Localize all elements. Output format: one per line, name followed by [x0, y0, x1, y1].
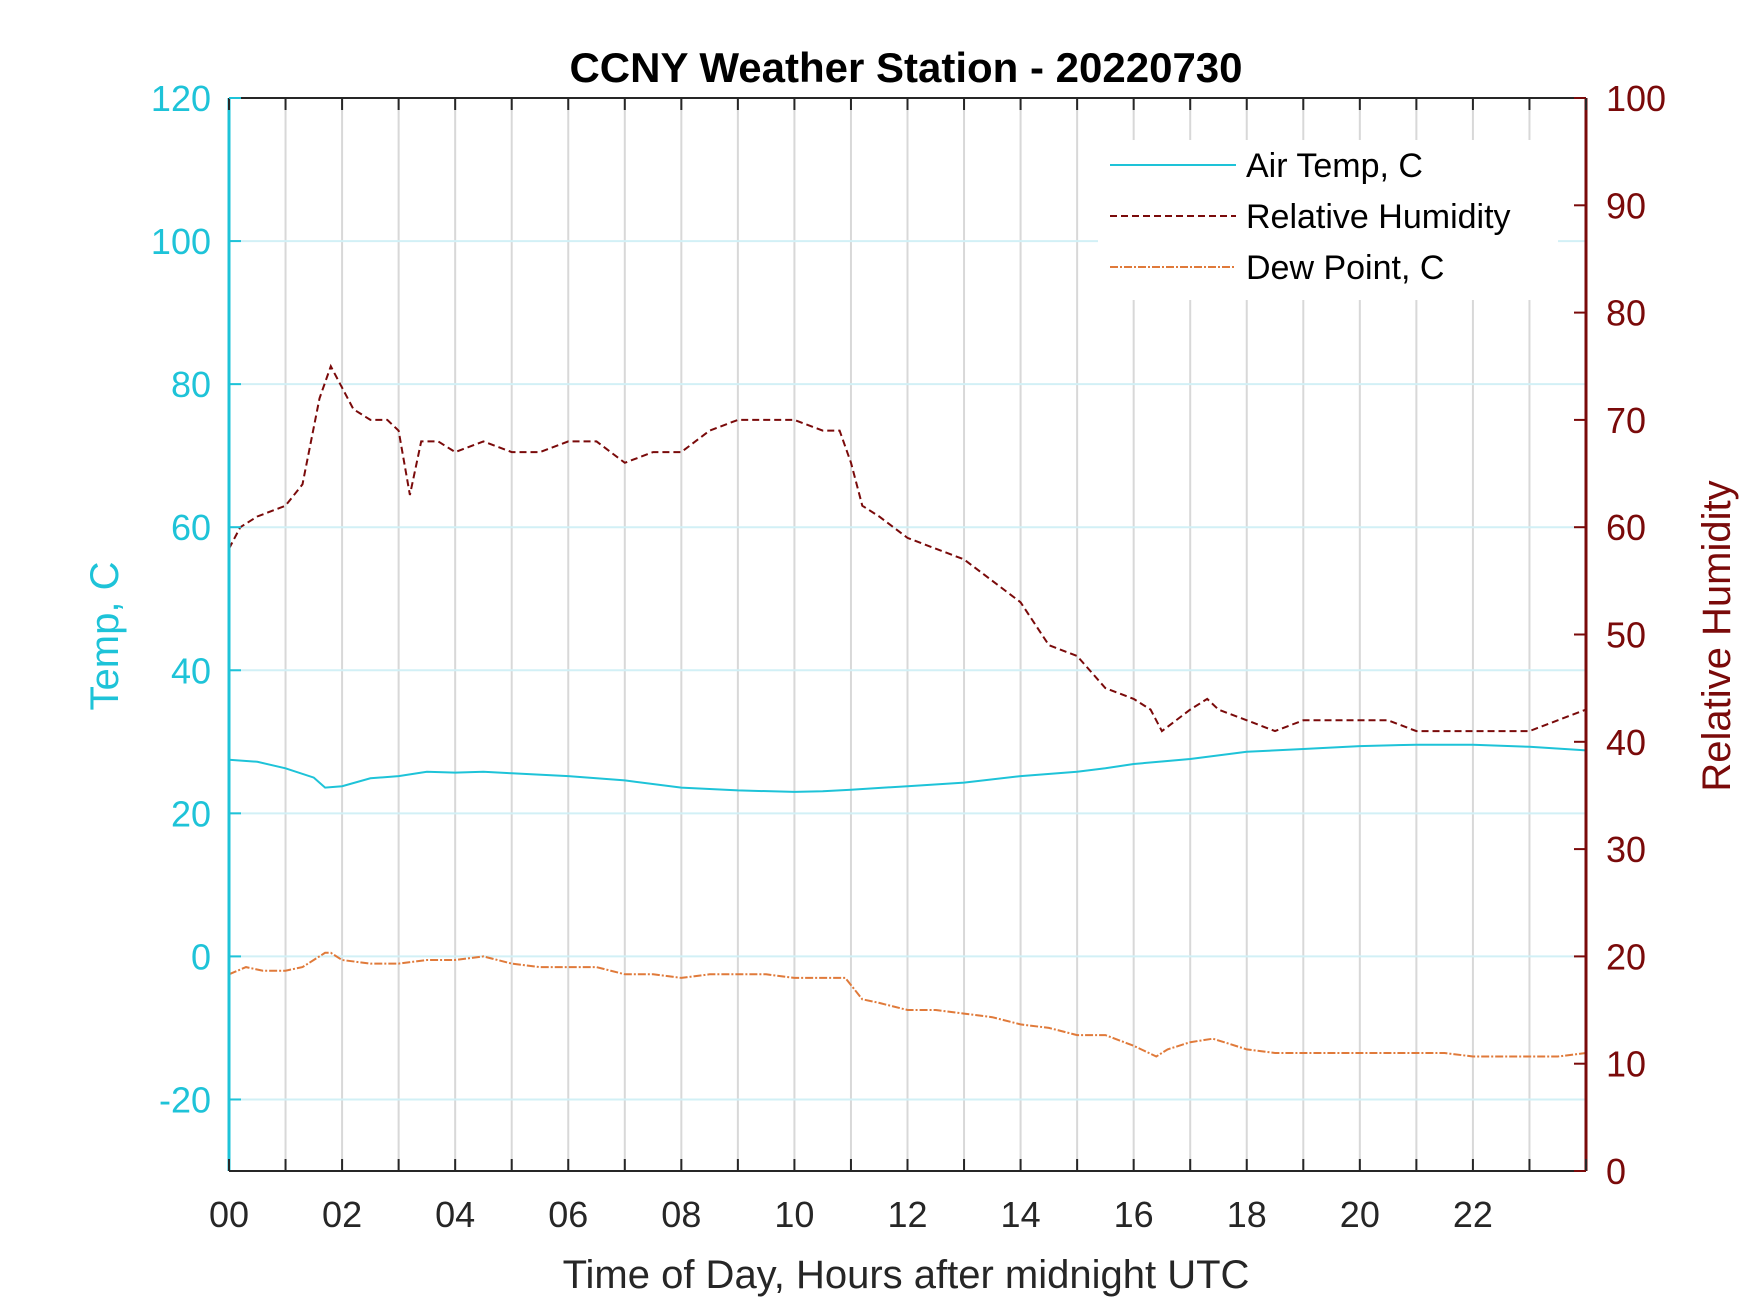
- y-left-tick-label: -20: [159, 1079, 211, 1120]
- y-right-tick-label: 0: [1606, 1151, 1626, 1192]
- y-left-tick-label: 20: [171, 793, 211, 834]
- y-left-tick-label: 0: [191, 936, 211, 977]
- legend-label-2: Relative Humidity: [1246, 198, 1511, 236]
- y-left-axis-label: Temp, C: [83, 562, 127, 711]
- series-line-2: [228, 363, 1587, 733]
- x-tick-label: 04: [435, 1194, 475, 1235]
- series-line-3: [228, 951, 1587, 1058]
- x-tick-label: 18: [1227, 1194, 1267, 1235]
- y-right-tick-label: 70: [1606, 400, 1646, 441]
- y-left-tick-label: 60: [171, 507, 211, 548]
- chart-title: CCNY Weather Station - 20220730: [569, 44, 1242, 91]
- x-tick-label: 02: [322, 1194, 362, 1235]
- x-tick-label: 00: [209, 1194, 249, 1235]
- y-right-tick-label: 40: [1606, 722, 1646, 763]
- x-tick-label: 14: [1001, 1194, 1041, 1235]
- x-axis-label: Time of Day, Hours after midnight UTC: [563, 1253, 1250, 1297]
- y-right-tick-label: 20: [1606, 936, 1646, 977]
- y-right-tick-label: 30: [1606, 829, 1646, 870]
- x-tick-label: 16: [1114, 1194, 1154, 1235]
- y-right-tick-label: 60: [1606, 507, 1646, 548]
- legend: Air Temp, C Relative Humidity Dew Point, C: [1098, 140, 1558, 300]
- legend-label-3: Dew Point, C: [1246, 249, 1444, 287]
- series-lines: [228, 363, 1587, 1058]
- tick-labels: 00 02 04 06 08 10 12 14 16 18 20 22-200204060801001…: [151, 78, 1666, 1235]
- grid-lines: [229, 98, 1586, 1171]
- x-tick-label: 08: [661, 1194, 701, 1235]
- legend-label-1: Air Temp, C: [1246, 147, 1423, 185]
- y-right-tick-label: 100: [1606, 78, 1666, 119]
- x-tick-label: 20: [1340, 1194, 1380, 1235]
- y-left-tick-label: 100: [151, 221, 211, 262]
- y-right-tick-label: 50: [1606, 615, 1646, 656]
- series-line-1: [228, 743, 1587, 793]
- x-tick-label: 12: [887, 1194, 927, 1235]
- x-tick-label: 06: [548, 1194, 588, 1235]
- x-tick-label: 22: [1453, 1194, 1493, 1235]
- x-tick-label: 10: [774, 1194, 814, 1235]
- y-right-tick-label: 10: [1606, 1044, 1646, 1085]
- y-left-tick-label: 40: [171, 650, 211, 691]
- y-right-tick-label: 80: [1606, 293, 1646, 334]
- legend-box: [1098, 140, 1558, 300]
- y-right-tick-label: 90: [1606, 185, 1646, 226]
- axes: [227, 97, 1588, 1172]
- y-left-tick-label: 80: [171, 364, 211, 405]
- y-left-tick-label: 120: [151, 78, 211, 119]
- y-right-axis-label: Relative Humidity: [1695, 480, 1739, 791]
